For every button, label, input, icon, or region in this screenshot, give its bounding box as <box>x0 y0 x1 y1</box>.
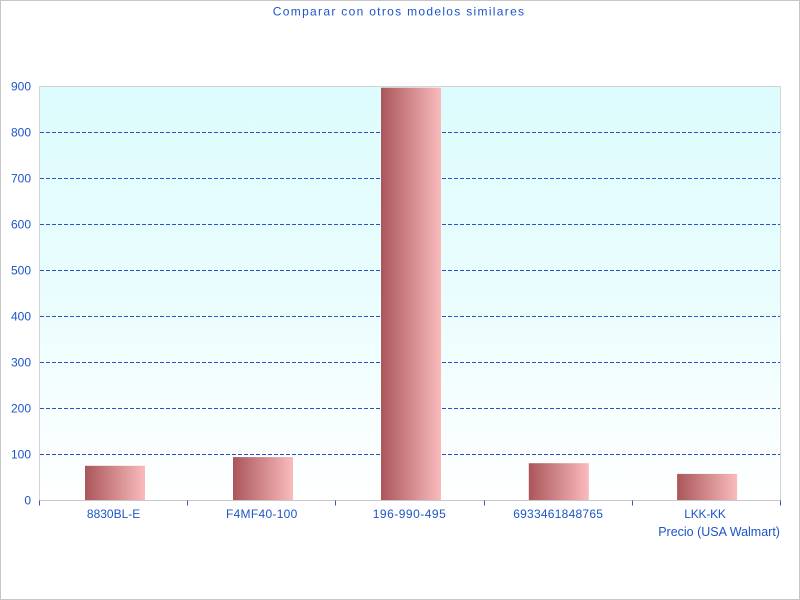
svg-text:Precio (USA Walmart): Precio (USA Walmart) <box>658 525 780 539</box>
svg-text:900: 900 <box>11 80 31 94</box>
svg-text:200: 200 <box>11 402 31 416</box>
svg-text:500: 500 <box>11 264 31 278</box>
svg-text:400: 400 <box>11 310 31 324</box>
svg-text:Comparar con otros modelos sim: Comparar con otros modelos similares <box>273 5 526 19</box>
svg-text:0: 0 <box>24 494 31 508</box>
svg-text:F4MF40-100: F4MF40-100 <box>226 507 298 521</box>
svg-text:300: 300 <box>11 356 31 370</box>
svg-text:600: 600 <box>11 218 31 232</box>
svg-text:100: 100 <box>11 448 31 462</box>
svg-text:196-990-495: 196-990-495 <box>373 507 447 521</box>
svg-text:800: 800 <box>11 126 31 140</box>
svg-text:LKK-KK: LKK-KK <box>684 507 726 521</box>
svg-text:700: 700 <box>11 172 31 186</box>
svg-text:8830BL-E: 8830BL-E <box>87 507 140 521</box>
svg-text:6933461848765: 6933461848765 <box>513 507 603 521</box>
